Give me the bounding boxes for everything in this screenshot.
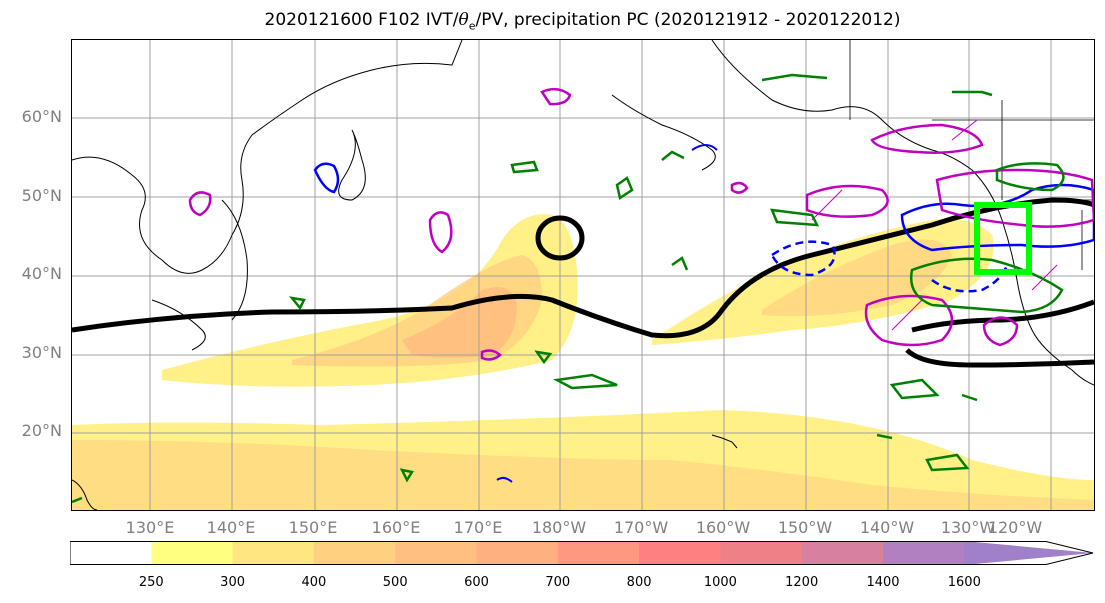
coastlines bbox=[72, 40, 1094, 510]
lon-label-180w: 180°W bbox=[531, 518, 587, 537]
colorbar-tick-label: 250 bbox=[138, 575, 164, 590]
colorbar bbox=[70, 541, 1094, 565]
colorbar-tick-label: 1600 bbox=[947, 575, 981, 590]
graticule bbox=[72, 40, 1094, 510]
lat-label-40n: 40°N bbox=[21, 264, 62, 283]
colorbar-cell bbox=[801, 541, 884, 565]
colorbar-tick-label: 700 bbox=[545, 575, 571, 590]
colorbar-cell bbox=[557, 541, 640, 565]
colorbar-extend-arrow bbox=[964, 541, 1093, 565]
lon-label-150w: 150°W bbox=[777, 518, 833, 537]
precip-pos-contours bbox=[188, 87, 1094, 361]
pv-contours bbox=[72, 197, 1094, 368]
colorbar-cell bbox=[313, 541, 396, 565]
lon-label-160e: 160°E bbox=[371, 518, 421, 537]
map-svg bbox=[72, 40, 1094, 510]
colorbar-cell bbox=[395, 541, 477, 565]
lon-label-130e: 130°E bbox=[125, 518, 175, 537]
lon-label-170w: 170°W bbox=[613, 518, 669, 537]
target-box bbox=[974, 202, 1032, 275]
lon-label-120w: 120°W bbox=[987, 518, 1043, 537]
lat-label-60n: 60°N bbox=[21, 107, 62, 126]
colorbar-tick-label: 1000 bbox=[703, 575, 737, 590]
lon-label-160w: 160°W bbox=[695, 518, 751, 537]
precip-neg-contours bbox=[72, 73, 1065, 504]
colorbar-cell bbox=[151, 541, 234, 565]
lat-label-20n: 20°N bbox=[21, 421, 62, 440]
colorbar-cell bbox=[232, 541, 315, 565]
colorbar-cell bbox=[70, 541, 152, 565]
lon-label-150e: 150°E bbox=[288, 518, 338, 537]
lat-label-50n: 50°N bbox=[21, 186, 62, 205]
lon-label-140e: 140°E bbox=[206, 518, 256, 537]
colorbar-cell bbox=[476, 541, 559, 565]
colorbar-cell bbox=[720, 541, 803, 565]
colorbar-tick-label: 500 bbox=[382, 575, 408, 590]
lon-label-140w: 140°W bbox=[859, 518, 915, 537]
colorbar-cell bbox=[639, 541, 721, 565]
colorbar-tick-label: 1400 bbox=[866, 575, 900, 590]
lon-label-170e: 170°E bbox=[453, 518, 503, 537]
lon-label-130w: 130°W bbox=[940, 518, 996, 537]
colorbar-cell bbox=[883, 541, 965, 565]
plot-title: 2020121600 F102 IVT/θe/PV, precipitation… bbox=[264, 10, 901, 33]
map-panel bbox=[71, 39, 1095, 511]
colorbar-tick-label: 1200 bbox=[785, 575, 819, 590]
lat-label-30n: 30°N bbox=[21, 343, 62, 362]
colorbar-tick-label: 800 bbox=[626, 575, 652, 590]
colorbar-tick-label: 600 bbox=[464, 575, 489, 590]
colorbar-tick-label: 300 bbox=[220, 575, 246, 590]
colorbar-tick-label: 400 bbox=[301, 575, 327, 590]
